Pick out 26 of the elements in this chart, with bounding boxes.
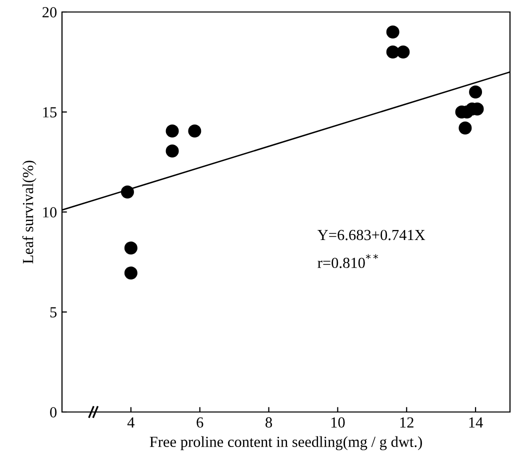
y-tick-label: 10 [43,207,57,218]
x-tick-label: 6 [196,417,204,428]
point [120,185,134,199]
point [396,45,410,59]
annotation: Y=6.683+0.741X [318,230,426,240]
x-tick-label: 4 [127,417,135,428]
y-tick-label: 15 [43,107,57,118]
x-tick-label: 8 [266,417,272,428]
x-tick-label: 10 [331,417,345,428]
y-tick-label: 5 [50,307,57,318]
point [458,121,472,135]
y-axis-title: Leaf survival(%) [22,160,36,264]
point [124,266,138,280]
x-tick-label: 14 [469,417,483,428]
point [386,45,400,59]
annotation: r=0.810$^{**}$ [318,254,378,268]
point [469,85,482,99]
x-tick-label: 12 [400,417,414,428]
x-axis-title: Free proline content in seedling(mg / g dwt.) [150,436,422,450]
point [188,124,202,138]
point [166,124,179,138]
point [124,241,138,255]
y-tick-label: 20 [42,7,57,18]
point [386,25,400,39]
point [166,144,179,158]
y-tick-label: 0 [50,407,57,418]
